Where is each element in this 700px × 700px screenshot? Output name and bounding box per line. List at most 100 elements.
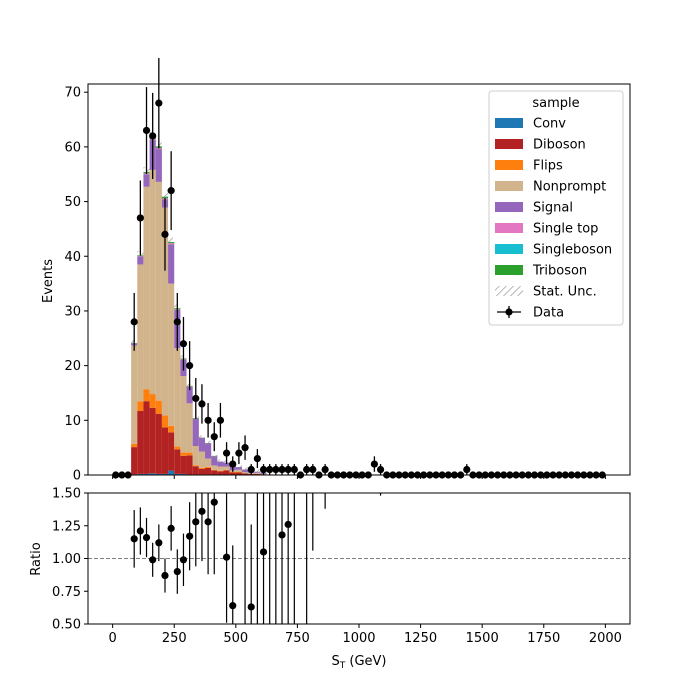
bar-signal	[143, 174, 150, 187]
ratio-y-tick-label: 1.50	[52, 487, 81, 502]
stat-unc-hatch	[211, 453, 218, 459]
ratio-point	[210, 498, 218, 506]
bar-nonprompt	[131, 345, 138, 444]
data-point	[186, 362, 194, 370]
bar-flips	[198, 467, 206, 469]
legend-label-nonprompt: Nonprompt	[533, 180, 606, 195]
data-point	[130, 318, 138, 326]
x-tick-label: 1500	[466, 631, 499, 646]
bar-diboson	[174, 449, 181, 474]
ratio-panel: 0.50 0.75 1.00 1.25 1.50 0 250 500 750 1000 1250 1…	[29, 487, 631, 671]
data-point	[222, 449, 231, 457]
x-tick-label: 1000	[342, 631, 375, 646]
legend-label-signal: Signal	[533, 201, 573, 216]
bar-conv	[161, 473, 169, 475]
stat-unc-hatch	[241, 467, 249, 472]
data-point	[155, 99, 163, 107]
bar-conv	[143, 473, 150, 475]
legend-marker-data	[505, 308, 513, 316]
legend: sample Conv Diboson Flips Nonprompt Signal Si…	[488, 90, 624, 326]
ratio-point	[192, 518, 200, 526]
data-point	[303, 465, 311, 474]
ratio-point	[222, 553, 231, 561]
ratio-point	[142, 533, 151, 542]
bar-diboson	[161, 427, 169, 474]
bar-flips	[137, 401, 144, 412]
ratio-point	[259, 548, 268, 556]
bar-flips	[131, 443, 138, 448]
legend-label-stat-unc: Stat. Unc.	[533, 285, 597, 300]
legend-swatch-singleboson	[495, 244, 523, 254]
data-point	[253, 454, 261, 463]
x-tick-label: 1250	[404, 631, 437, 646]
bar-diboson	[229, 472, 236, 475]
bar-diboson	[168, 432, 175, 471]
bar-nonprompt	[192, 446, 199, 466]
x-tick-label: 250	[162, 631, 187, 646]
data-point	[149, 132, 157, 140]
ratio-point	[229, 602, 237, 610]
bar-flips	[186, 452, 193, 456]
legend-title: sample	[532, 96, 579, 111]
y-tick-label: 30	[64, 304, 81, 319]
x-axis-ticks: 0 250 500 750 1000 1250 1500 1750 2000	[108, 624, 622, 646]
x-tick-label: 1750	[527, 631, 560, 646]
bar-conv	[149, 473, 156, 475]
bar-diboson	[254, 473, 261, 475]
ratio-point	[278, 531, 286, 539]
bar-nonprompt	[161, 207, 169, 416]
data-point	[247, 465, 255, 474]
data-point	[241, 444, 249, 452]
legend-swatch-flips	[495, 160, 523, 170]
ratio-point	[284, 520, 292, 529]
bar-flips	[192, 465, 199, 467]
bar-flips	[161, 415, 169, 428]
legend-swatch-signal	[495, 202, 523, 212]
ratio-point	[173, 568, 181, 576]
stat-unc-hatch	[161, 191, 169, 202]
bar-flips	[155, 400, 162, 414]
stat-unc-hatch	[254, 469, 261, 474]
bar-conv	[180, 473, 187, 475]
data-point	[278, 465, 286, 474]
bar-signal	[198, 437, 206, 452]
ratio-point	[161, 571, 169, 580]
ratio-y-tick-label: 0.75	[52, 585, 81, 600]
bar-diboson	[205, 467, 212, 475]
bar-nonprompt	[149, 169, 156, 395]
ratio-point	[179, 556, 188, 564]
data-point	[179, 340, 188, 348]
data-point	[210, 433, 218, 441]
bar-flips	[168, 425, 175, 433]
legend-label-data: Data	[533, 306, 564, 321]
data-point	[463, 465, 471, 474]
ratio-y-tick-label: 1.25	[52, 519, 81, 534]
y-axis-label-ratio: Ratio	[29, 542, 44, 575]
bar-diboson	[223, 470, 230, 475]
y-tick-label: 50	[64, 195, 81, 210]
stat-unc-hatch	[217, 459, 224, 464]
stat-unc-hatch	[168, 237, 175, 247]
legend-label-flips: Flips	[533, 159, 563, 174]
x-axis-label: ST (GeV)	[331, 654, 386, 671]
data-point	[161, 230, 169, 238]
ratio-point	[247, 603, 255, 611]
bar-flips	[180, 452, 187, 456]
bar-diboson	[155, 413, 162, 474]
data-point	[309, 465, 317, 474]
y-tick-label: 20	[64, 359, 81, 374]
ratio-y-axis-ticks: 0.50 0.75 1.00 1.25 1.50	[52, 487, 88, 633]
bar-conv	[155, 473, 162, 475]
data-point	[216, 416, 225, 424]
bar-flips	[174, 446, 181, 450]
data-point	[192, 394, 200, 403]
bar-nonprompt	[235, 469, 242, 472]
ratio-point	[186, 532, 194, 540]
bar-nonprompt	[155, 181, 162, 401]
data-point	[284, 465, 292, 474]
ratio-y-tick-label: 0.50	[52, 618, 81, 633]
bar-nonprompt	[217, 466, 224, 471]
data-point	[173, 318, 181, 326]
y-axis-ticks: 0 10 20 30 40 50 60 70	[64, 86, 88, 484]
main-histogram-panel: 0 10 20 30 40 50 60 70 Events sample Conv Diboso…	[41, 58, 631, 484]
